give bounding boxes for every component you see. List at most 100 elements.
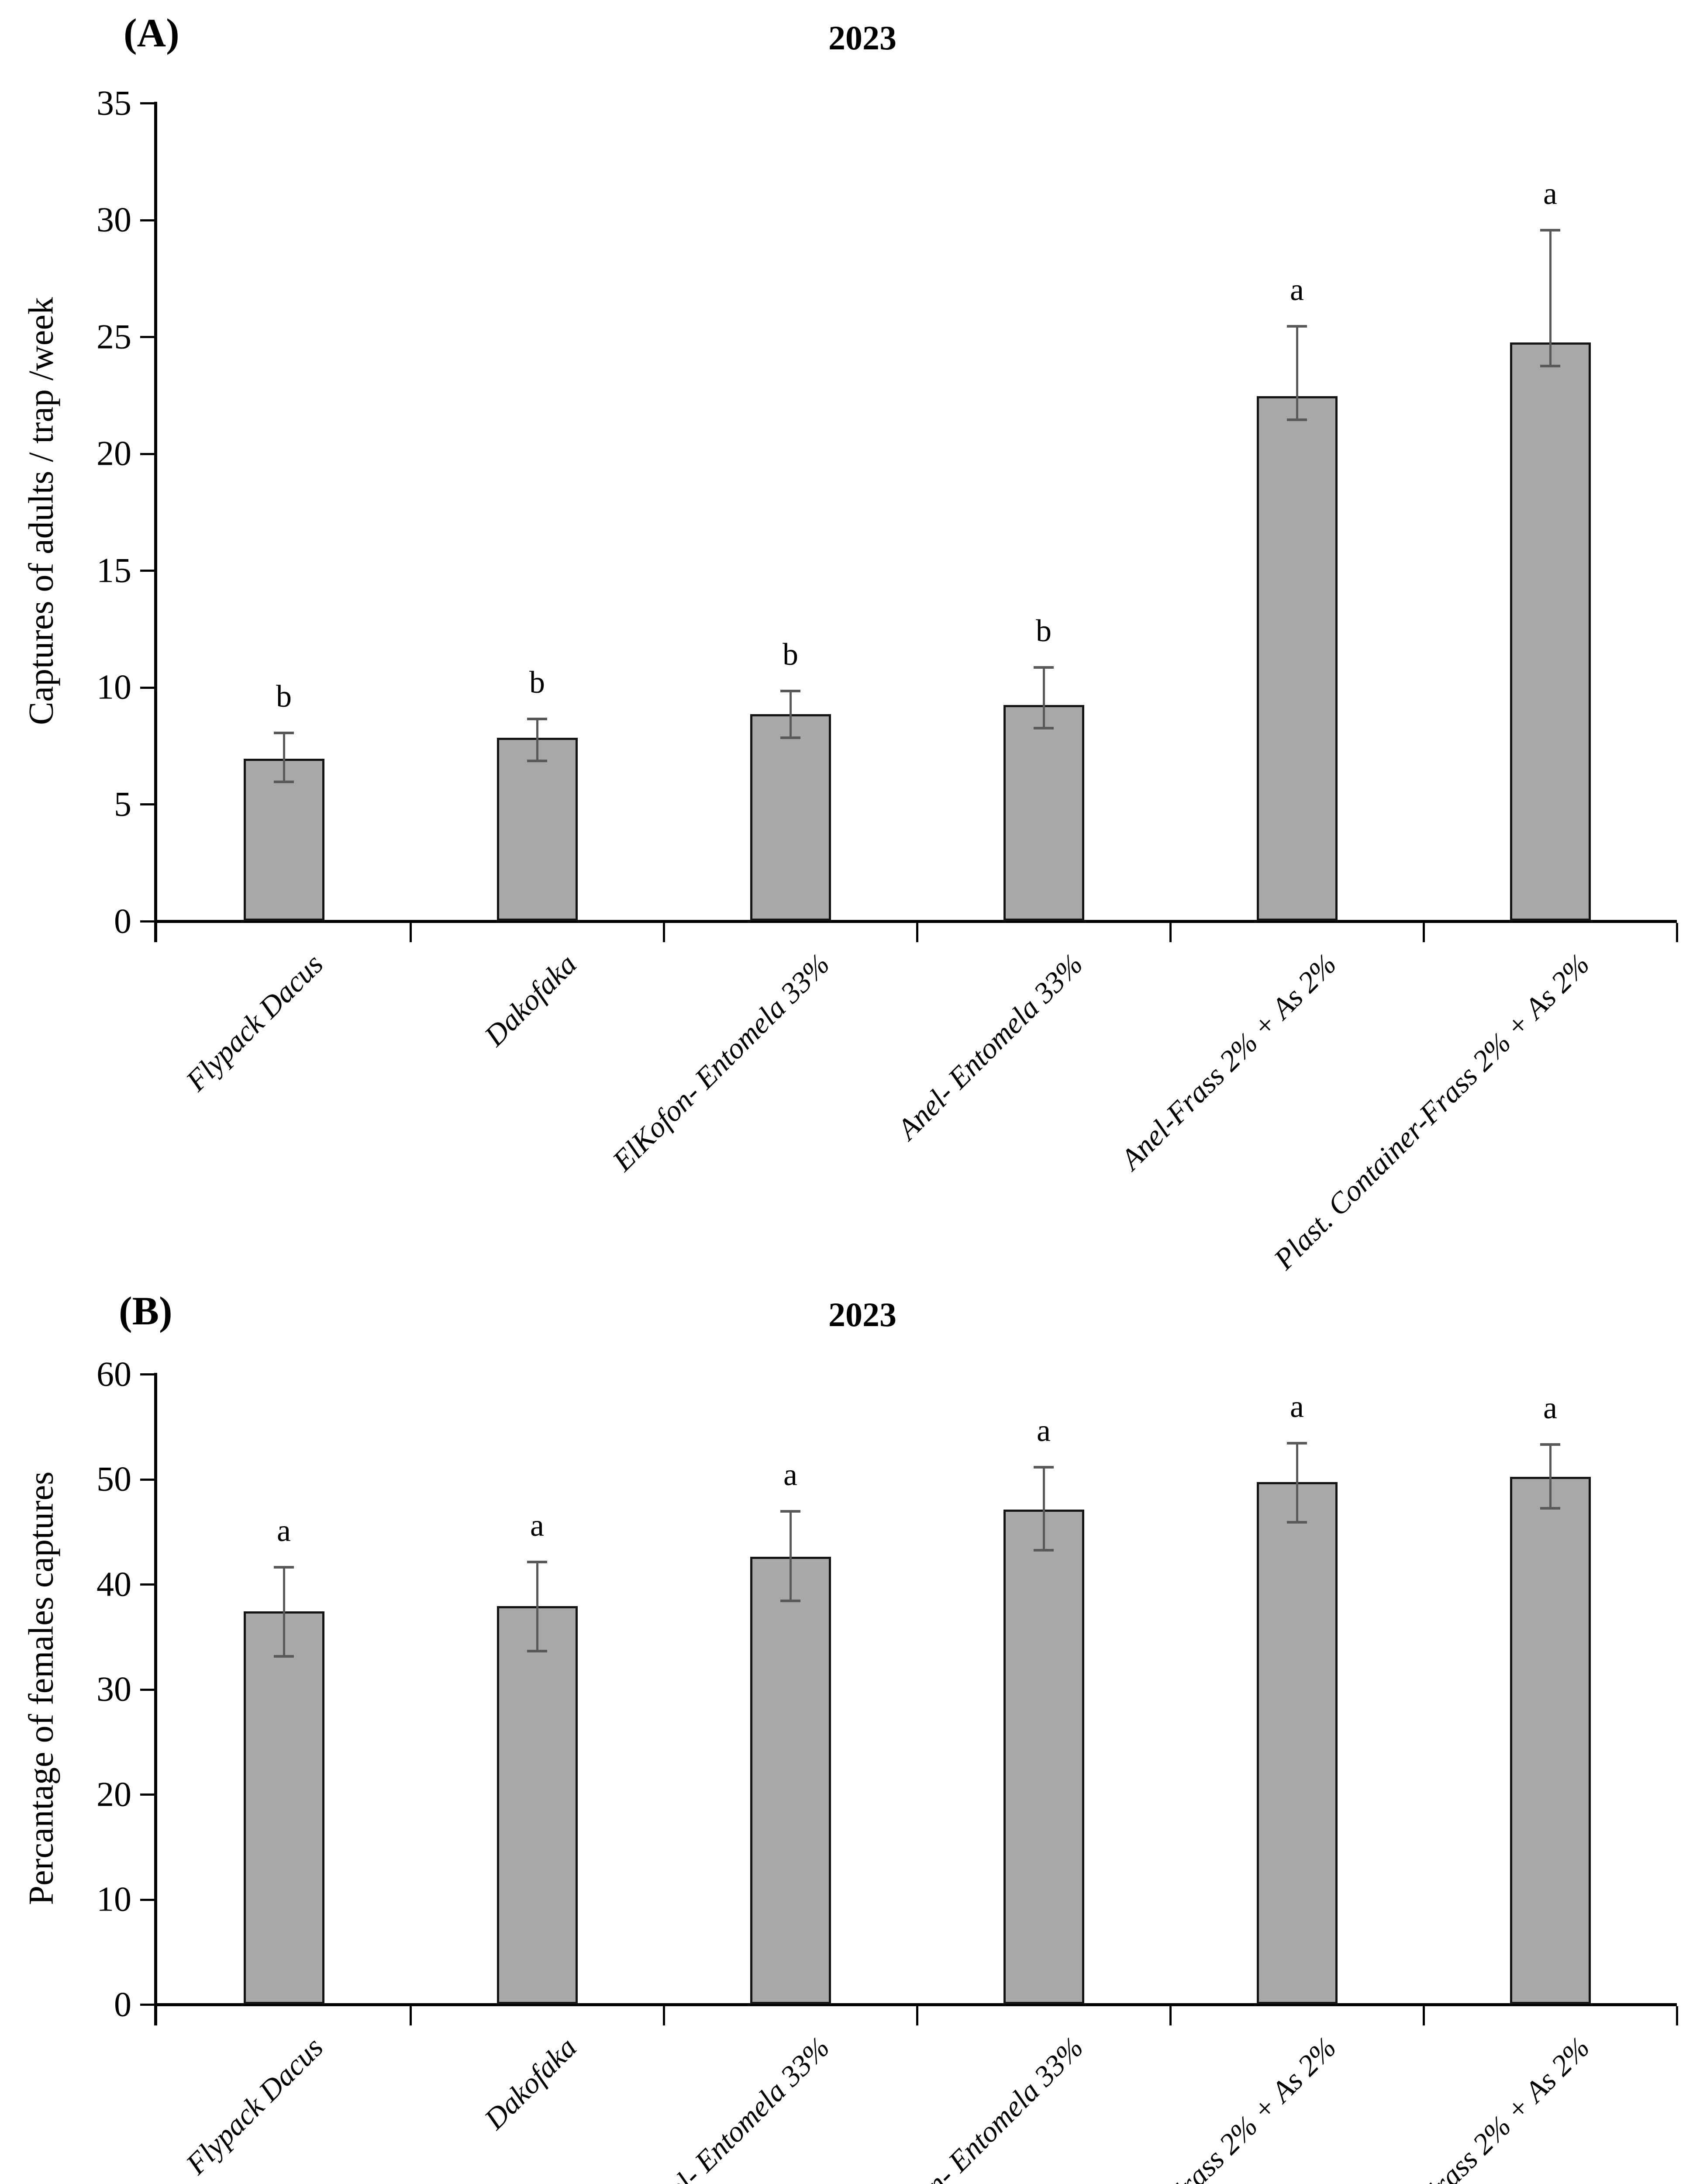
- significance-letter: a: [1290, 272, 1304, 307]
- y-axis-tick: [140, 1688, 154, 1691]
- error-bar-cap-top: [527, 717, 547, 720]
- x-axis-category-label: Anel-Frass 2% + As 2%: [1114, 947, 1343, 1176]
- bar: [243, 758, 324, 921]
- x-axis-tick: [1422, 2006, 1425, 2025]
- y-axis-tick-label: 30: [97, 1670, 131, 1709]
- y-axis-tick: [140, 686, 154, 689]
- error-bar-cap-top: [1540, 229, 1560, 232]
- y-axis-tick-label: 20: [97, 434, 131, 473]
- error-bar-cap-top: [274, 1565, 294, 1569]
- error-bar-line: [1042, 1467, 1045, 1551]
- y-axis-tick: [140, 920, 154, 923]
- y-axis-tick: [140, 570, 154, 572]
- error-bar-line: [1296, 1443, 1298, 1522]
- x-axis-tick: [662, 923, 665, 942]
- y-axis-tick: [140, 1794, 154, 1796]
- y-axis-tick: [140, 219, 154, 221]
- y-axis-tick-label: 0: [114, 902, 131, 940]
- error-bar-cap-bottom: [1287, 1521, 1307, 1524]
- bar: [750, 1556, 831, 2004]
- bar: [497, 1606, 578, 2004]
- x-axis-tick: [154, 2006, 157, 2025]
- y-axis-tick: [140, 453, 154, 455]
- error-bar-cap-bottom: [1540, 364, 1560, 367]
- error-bar-cap-top: [1034, 1466, 1054, 1469]
- bar: [1510, 1477, 1591, 2004]
- y-axis-tick-label: 35: [97, 84, 131, 122]
- bar: [750, 714, 831, 921]
- y-axis-tick: [140, 2004, 154, 2006]
- significance-letter: a: [530, 1507, 544, 1543]
- chart-b-title: 2023: [828, 1296, 896, 1334]
- y-axis-tick-label: 20: [97, 1775, 131, 1814]
- error-bar-cap-bottom: [274, 781, 294, 784]
- error-bar-cap-top: [780, 1510, 800, 1513]
- error-bar-cap-bottom: [1034, 1549, 1054, 1552]
- bar: [1510, 342, 1591, 921]
- y-axis-line: [154, 1373, 157, 2006]
- bar: [1256, 1482, 1338, 2004]
- error-bar-cap-bottom: [780, 1599, 800, 1602]
- bar: [1003, 705, 1084, 921]
- y-axis-tick-label: 5: [114, 785, 131, 824]
- x-axis-tick: [409, 923, 412, 942]
- error-bar-cap-top: [1540, 1443, 1560, 1446]
- significance-letter: b: [1036, 613, 1052, 649]
- x-axis-tick: [1422, 923, 1425, 942]
- y-axis-tick-label: 15: [97, 551, 131, 590]
- x-axis-category-label: Elkofon- Entomela 33%: [864, 2030, 1090, 2184]
- error-bar-cap-top: [1287, 325, 1307, 328]
- error-bar-cap-bottom: [780, 736, 800, 739]
- error-bar-line: [536, 1562, 538, 1652]
- error-bar-cap-bottom: [527, 760, 547, 763]
- error-bar-line: [789, 691, 792, 738]
- y-axis-tick-label: 10: [97, 668, 131, 707]
- error-bar-cap-top: [1034, 666, 1054, 669]
- error-bar-cap-bottom: [1287, 418, 1307, 421]
- significance-letter: b: [276, 678, 292, 714]
- error-bar-line: [789, 1511, 792, 1601]
- x-axis-tick: [1169, 2006, 1172, 2025]
- error-bar-line: [283, 733, 285, 782]
- significance-letter: a: [1543, 176, 1557, 211]
- error-bar-line: [283, 1567, 285, 1657]
- y-axis-tick: [140, 336, 154, 339]
- error-bar-line: [1549, 1444, 1552, 1509]
- y-axis-tick: [140, 803, 154, 806]
- x-axis-line: [154, 920, 1677, 923]
- significance-letter: a: [783, 1457, 797, 1493]
- error-bar-cap-bottom: [527, 1650, 547, 1653]
- y-axis-tick-label: 50: [97, 1460, 131, 1499]
- y-axis-tick: [140, 102, 154, 104]
- error-bar-cap-top: [274, 731, 294, 734]
- bar: [497, 737, 578, 921]
- x-axis-tick: [1676, 2006, 1678, 2025]
- significance-letter: a: [1290, 1389, 1304, 1424]
- panel-label-a: (A): [124, 10, 179, 55]
- x-axis-category-label: Flypack Dacus: [179, 947, 330, 1098]
- significance-letter: b: [529, 664, 545, 700]
- x-axis-tick: [409, 2006, 412, 2025]
- x-axis-category-label: Flypack Dacus: [179, 2030, 330, 2181]
- bar: [243, 1611, 324, 2004]
- error-bar-cap-bottom: [1034, 727, 1054, 730]
- error-bar-cap-bottom: [274, 1655, 294, 1658]
- x-axis-tick: [1169, 923, 1172, 942]
- x-axis-tick: [916, 923, 918, 942]
- x-axis-category-label: Anel-Frass 2% + As 2%: [1367, 2030, 1596, 2184]
- error-bar-line: [1042, 667, 1045, 729]
- bar: [1003, 1509, 1084, 2004]
- y-axis-tick: [140, 1583, 154, 1586]
- x-axis-tick: [662, 2006, 665, 2025]
- x-axis-category-label: Anel- Entomela 33%: [891, 947, 1090, 1146]
- x-axis-category-label: Dakofaka: [477, 947, 583, 1053]
- error-bar-cap-top: [1287, 1442, 1307, 1445]
- y-axis-tick-label: 40: [97, 1565, 131, 1603]
- x-axis-tick: [916, 2006, 918, 2025]
- bar: [1256, 396, 1338, 921]
- x-axis-line: [154, 2003, 1677, 2006]
- y-axis-tick-label: 25: [97, 318, 131, 356]
- y-axis-tick-label: 10: [97, 1880, 131, 1919]
- y-axis-tick: [140, 1898, 154, 1901]
